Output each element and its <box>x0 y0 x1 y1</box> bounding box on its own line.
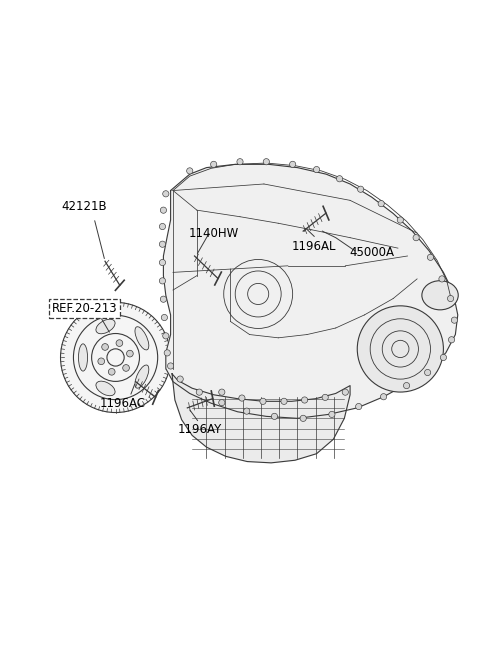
Ellipse shape <box>313 167 320 173</box>
Ellipse shape <box>404 382 409 389</box>
Ellipse shape <box>271 413 277 419</box>
Ellipse shape <box>96 381 115 396</box>
Ellipse shape <box>161 314 168 321</box>
Ellipse shape <box>301 397 308 403</box>
Ellipse shape <box>219 389 225 396</box>
Ellipse shape <box>159 277 166 284</box>
Ellipse shape <box>163 333 169 339</box>
Ellipse shape <box>237 159 243 165</box>
Ellipse shape <box>289 161 296 167</box>
Ellipse shape <box>397 217 404 223</box>
Text: 45000A: 45000A <box>349 246 394 259</box>
Ellipse shape <box>300 415 306 421</box>
Polygon shape <box>163 165 458 419</box>
Ellipse shape <box>322 394 328 401</box>
Ellipse shape <box>413 235 419 241</box>
Ellipse shape <box>98 358 105 365</box>
Ellipse shape <box>378 201 384 207</box>
Text: REF.20-213: REF.20-213 <box>52 302 117 315</box>
Ellipse shape <box>196 389 203 396</box>
Ellipse shape <box>451 317 457 323</box>
Ellipse shape <box>281 398 287 405</box>
Text: 1196AC: 1196AC <box>100 397 146 410</box>
Ellipse shape <box>160 296 167 302</box>
Ellipse shape <box>116 340 123 346</box>
Ellipse shape <box>427 254 433 260</box>
Ellipse shape <box>336 176 343 182</box>
Ellipse shape <box>164 350 170 356</box>
Polygon shape <box>172 374 350 463</box>
Ellipse shape <box>159 224 166 230</box>
Ellipse shape <box>163 191 169 197</box>
Ellipse shape <box>219 400 225 406</box>
Ellipse shape <box>243 408 250 414</box>
Ellipse shape <box>96 319 115 334</box>
Ellipse shape <box>159 241 166 247</box>
Ellipse shape <box>168 363 174 369</box>
Ellipse shape <box>263 159 269 165</box>
Ellipse shape <box>439 276 445 282</box>
Ellipse shape <box>177 376 183 382</box>
Ellipse shape <box>159 259 166 266</box>
Ellipse shape <box>424 369 431 376</box>
Ellipse shape <box>448 337 455 343</box>
Ellipse shape <box>356 403 362 409</box>
Ellipse shape <box>447 295 454 302</box>
Ellipse shape <box>381 394 387 400</box>
Ellipse shape <box>160 207 167 213</box>
Text: 1140HW: 1140HW <box>189 226 239 239</box>
Ellipse shape <box>342 389 348 396</box>
Ellipse shape <box>135 327 149 350</box>
Ellipse shape <box>358 186 364 192</box>
Ellipse shape <box>357 306 444 392</box>
Ellipse shape <box>211 161 217 167</box>
Ellipse shape <box>108 369 115 375</box>
Ellipse shape <box>60 302 170 413</box>
Ellipse shape <box>422 281 458 310</box>
Ellipse shape <box>127 350 133 357</box>
Ellipse shape <box>123 365 130 371</box>
Ellipse shape <box>78 344 87 371</box>
Ellipse shape <box>440 354 446 361</box>
Text: 1196AY: 1196AY <box>177 423 221 436</box>
Ellipse shape <box>187 168 193 174</box>
Ellipse shape <box>239 395 245 401</box>
Ellipse shape <box>102 344 108 350</box>
Ellipse shape <box>329 411 335 417</box>
Ellipse shape <box>260 398 266 405</box>
Text: 1196AL: 1196AL <box>292 239 336 253</box>
Ellipse shape <box>135 365 149 388</box>
Text: 42121B: 42121B <box>61 200 107 213</box>
